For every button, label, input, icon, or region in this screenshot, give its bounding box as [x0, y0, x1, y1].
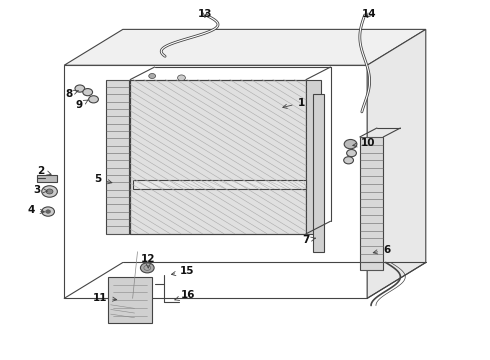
- Circle shape: [42, 207, 54, 216]
- Polygon shape: [37, 175, 57, 182]
- Circle shape: [149, 73, 156, 78]
- Text: 2: 2: [37, 166, 51, 176]
- Circle shape: [46, 210, 50, 213]
- Text: 10: 10: [353, 139, 375, 148]
- Polygon shape: [133, 180, 306, 189]
- Polygon shape: [306, 80, 321, 234]
- Text: 11: 11: [93, 293, 117, 303]
- Polygon shape: [360, 137, 383, 270]
- Text: 12: 12: [141, 254, 155, 268]
- Text: 1: 1: [283, 98, 305, 108]
- Circle shape: [89, 96, 98, 103]
- Text: 16: 16: [175, 291, 195, 301]
- Text: 15: 15: [172, 266, 195, 276]
- Polygon shape: [64, 30, 426, 65]
- Polygon shape: [314, 94, 324, 252]
- Polygon shape: [106, 80, 129, 234]
- Circle shape: [83, 89, 93, 96]
- Text: 6: 6: [373, 245, 391, 255]
- Circle shape: [42, 186, 57, 197]
- Circle shape: [343, 157, 353, 164]
- Circle shape: [346, 149, 356, 157]
- Text: 9: 9: [75, 100, 88, 111]
- Text: 7: 7: [302, 235, 316, 245]
- Circle shape: [177, 75, 185, 81]
- Text: 13: 13: [197, 9, 212, 19]
- Text: 4: 4: [28, 206, 45, 216]
- Circle shape: [141, 263, 154, 273]
- Text: 8: 8: [66, 89, 78, 99]
- Text: 3: 3: [34, 185, 48, 195]
- Text: 14: 14: [362, 9, 377, 19]
- Circle shape: [75, 85, 85, 92]
- Text: 5: 5: [94, 174, 112, 184]
- Circle shape: [46, 189, 53, 194]
- Circle shape: [344, 139, 357, 149]
- Polygon shape: [108, 277, 152, 323]
- Polygon shape: [130, 80, 306, 234]
- Polygon shape: [367, 30, 426, 298]
